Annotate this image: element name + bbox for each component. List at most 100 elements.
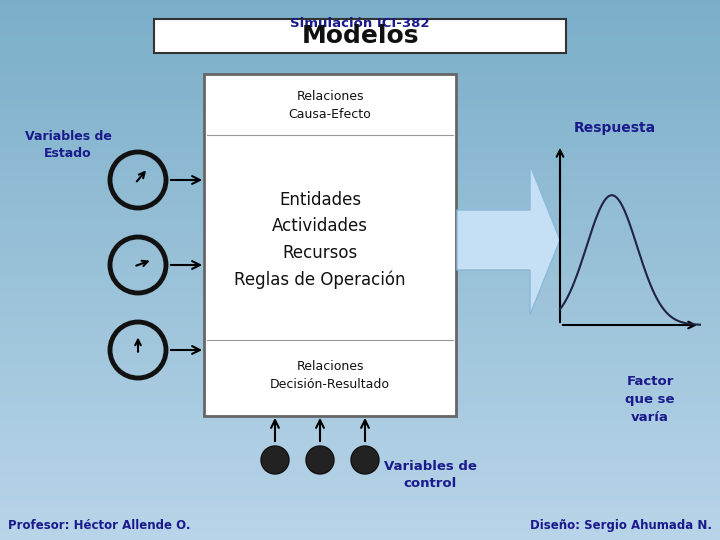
Bar: [0, 425, 720, 426]
Bar: [0, 2, 720, 3]
Bar: [0, 244, 720, 245]
Bar: [0, 56, 720, 57]
Bar: [0, 521, 720, 522]
Bar: [0, 310, 720, 311]
Bar: [0, 204, 720, 205]
Bar: [0, 201, 720, 202]
Bar: [0, 313, 720, 314]
Bar: [0, 471, 720, 472]
Bar: [0, 303, 720, 304]
Bar: [0, 389, 720, 390]
Bar: [0, 337, 720, 338]
Bar: [0, 86, 720, 87]
Text: Modelos: Modelos: [301, 24, 419, 48]
Bar: [0, 330, 720, 331]
Bar: [0, 161, 720, 162]
Bar: [0, 408, 720, 409]
Bar: [0, 526, 720, 527]
Bar: [0, 280, 720, 281]
Bar: [0, 435, 720, 436]
Bar: [0, 466, 720, 467]
Bar: [0, 235, 720, 236]
Bar: [0, 0, 720, 1]
Bar: [0, 107, 720, 108]
Bar: [0, 180, 720, 181]
Bar: [0, 165, 720, 166]
Bar: [0, 148, 720, 149]
Bar: [0, 345, 720, 346]
Bar: [0, 151, 720, 152]
Bar: [0, 81, 720, 82]
Bar: [0, 24, 720, 25]
Bar: [0, 252, 720, 253]
Bar: [0, 226, 720, 227]
Bar: [0, 447, 720, 448]
Bar: [0, 373, 720, 374]
Bar: [0, 38, 720, 39]
Bar: [0, 412, 720, 413]
Bar: [0, 15, 720, 16]
Bar: [0, 77, 720, 78]
Bar: [0, 320, 720, 321]
Bar: [0, 30, 720, 31]
Bar: [0, 179, 720, 180]
Bar: [0, 302, 720, 303]
Bar: [0, 457, 720, 458]
Bar: [0, 417, 720, 418]
Bar: [0, 5, 720, 6]
Bar: [0, 142, 720, 143]
Text: Variables de
Estado: Variables de Estado: [24, 130, 112, 160]
Bar: [0, 245, 720, 246]
Bar: [0, 25, 720, 26]
Bar: [0, 36, 720, 37]
Bar: [0, 391, 720, 392]
Bar: [0, 237, 720, 238]
Bar: [0, 352, 720, 353]
Bar: [0, 211, 720, 212]
Bar: [0, 178, 720, 179]
Bar: [0, 499, 720, 500]
Bar: [0, 304, 720, 305]
Text: Simulación ICI-382: Simulación ICI-382: [290, 17, 430, 30]
Bar: [0, 384, 720, 385]
Bar: [0, 411, 720, 412]
Bar: [0, 242, 720, 243]
Bar: [0, 95, 720, 96]
Bar: [0, 102, 720, 103]
Bar: [0, 377, 720, 378]
Bar: [0, 456, 720, 457]
Bar: [0, 495, 720, 496]
Bar: [0, 199, 720, 200]
Bar: [0, 128, 720, 129]
Bar: [0, 72, 720, 73]
Bar: [0, 164, 720, 165]
Bar: [0, 182, 720, 183]
Bar: [0, 118, 720, 119]
Bar: [0, 452, 720, 453]
Bar: [0, 355, 720, 356]
Bar: [0, 55, 720, 56]
Bar: [0, 7, 720, 8]
Bar: [0, 458, 720, 459]
Bar: [0, 319, 720, 320]
Bar: [0, 27, 720, 28]
Bar: [0, 196, 720, 197]
Bar: [0, 251, 720, 252]
Bar: [0, 20, 720, 21]
Bar: [0, 176, 720, 177]
Bar: [0, 205, 720, 206]
Bar: [0, 103, 720, 104]
Bar: [0, 18, 720, 19]
Bar: [0, 451, 720, 452]
Text: Relaciones
Decisión-Resultado: Relaciones Decisión-Resultado: [270, 360, 390, 390]
Bar: [0, 504, 720, 505]
Bar: [0, 124, 720, 125]
Bar: [0, 147, 720, 148]
Bar: [0, 14, 720, 15]
Bar: [0, 399, 720, 400]
Bar: [0, 371, 720, 372]
Bar: [0, 278, 720, 279]
Bar: [0, 461, 720, 462]
Bar: [0, 191, 720, 192]
Bar: [0, 292, 720, 293]
